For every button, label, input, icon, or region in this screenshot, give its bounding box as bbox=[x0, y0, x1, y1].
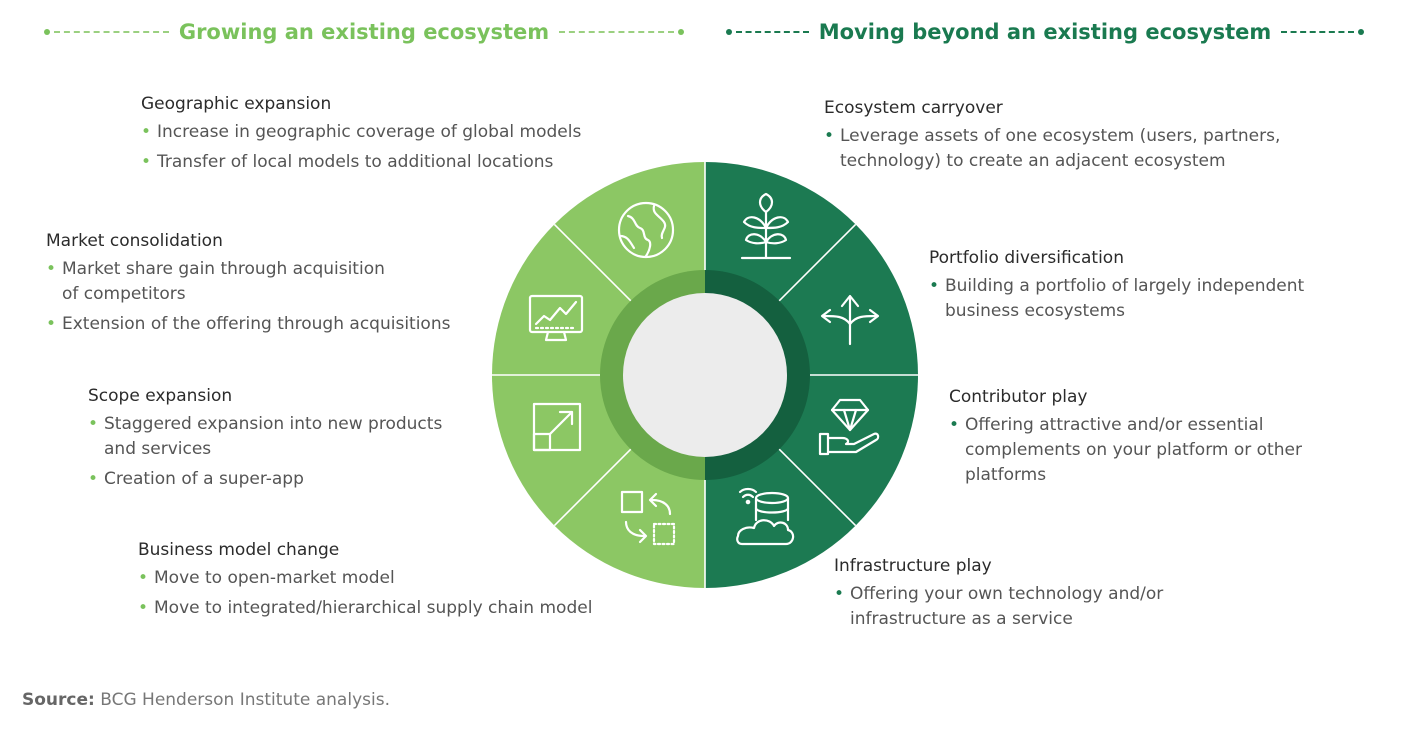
block-portfolio-diversification: Portfolio diversification Building a por… bbox=[929, 248, 1304, 329]
chart-monitor-icon bbox=[528, 294, 584, 342]
block-market-consolidation: Market consolidation Market share gain t… bbox=[46, 231, 450, 342]
header-dot bbox=[678, 29, 684, 35]
bullet: Building a portfolio of largely independ… bbox=[929, 274, 1304, 324]
right-header-title: Moving beyond an existing ecosystem bbox=[818, 20, 1272, 44]
block-title: Scope expansion bbox=[88, 386, 233, 406]
header-dash-line bbox=[559, 31, 674, 33]
bullet: Move to integrated/hierarchical supply c… bbox=[138, 596, 592, 621]
bullet: Move to open-market model bbox=[138, 566, 592, 591]
header-dot bbox=[726, 29, 732, 35]
header-dot bbox=[44, 29, 50, 35]
center-circle bbox=[623, 293, 787, 457]
block-title: Market consolidation bbox=[46, 231, 223, 251]
header-dash-line bbox=[1281, 31, 1355, 33]
block-title: Contributor play bbox=[949, 387, 1088, 407]
block-ecosystem-carryover: Ecosystem carryover Leverage assets of o… bbox=[824, 98, 1280, 179]
left-header: Growing an existing ecosystem bbox=[44, 14, 684, 50]
block-title: Geographic expansion bbox=[141, 94, 332, 114]
cloud-database-icon bbox=[736, 487, 795, 546]
header-dot bbox=[1358, 29, 1365, 35]
source-note: Source: BCG Henderson Institute analysis… bbox=[22, 690, 390, 710]
block-scope-expansion: Scope expansion Staggered expansion into… bbox=[88, 386, 442, 497]
block-title: Infrastructure play bbox=[834, 556, 992, 576]
expand-arrow-icon bbox=[532, 402, 582, 452]
ecosystem-wheel bbox=[492, 162, 918, 588]
left-header-title: Growing an existing ecosystem bbox=[178, 20, 550, 44]
right-header: Moving beyond an existing ecosystem bbox=[726, 14, 1365, 50]
split-arrows-icon bbox=[820, 294, 880, 346]
block-title: Ecosystem carryover bbox=[824, 98, 1003, 118]
globe-icon bbox=[617, 201, 675, 259]
header-dash-line bbox=[54, 31, 169, 33]
block-title: Portfolio diversification bbox=[929, 248, 1124, 268]
swap-squares-icon bbox=[620, 490, 676, 546]
block-business-model-change: Business model change Move to open-marke… bbox=[138, 540, 592, 626]
block-infrastructure-play: Infrastructure play Offering your own te… bbox=[834, 556, 1163, 637]
bullet: Extension of the offering through acquis… bbox=[46, 312, 450, 337]
block-geographic-expansion: Geographic expansion Increase in geograp… bbox=[141, 94, 581, 180]
bullet: Offering your own technology and/or infr… bbox=[834, 582, 1163, 632]
bullet: Increase in geographic coverage of globa… bbox=[141, 120, 581, 145]
bullet: Leverage assets of one ecosystem (users,… bbox=[824, 124, 1280, 174]
diamond-hand-icon bbox=[818, 398, 880, 456]
plant-icon bbox=[740, 192, 792, 260]
header-dash-line bbox=[736, 31, 809, 33]
bullet: Market share gain through acquisition of… bbox=[46, 257, 450, 307]
block-contributor-play: Contributor play Offering attractive and… bbox=[949, 387, 1302, 493]
bullet: Creation of a super-app bbox=[88, 467, 442, 492]
source-text: BCG Henderson Institute analysis. bbox=[100, 690, 390, 710]
block-title: Business model change bbox=[138, 540, 340, 560]
bullet: Offering attractive and/or essential com… bbox=[949, 413, 1302, 488]
source-label: Source: bbox=[22, 690, 95, 710]
bullet: Staggered expansion into new products an… bbox=[88, 412, 442, 462]
bullet: Transfer of local models to additional l… bbox=[141, 150, 581, 175]
